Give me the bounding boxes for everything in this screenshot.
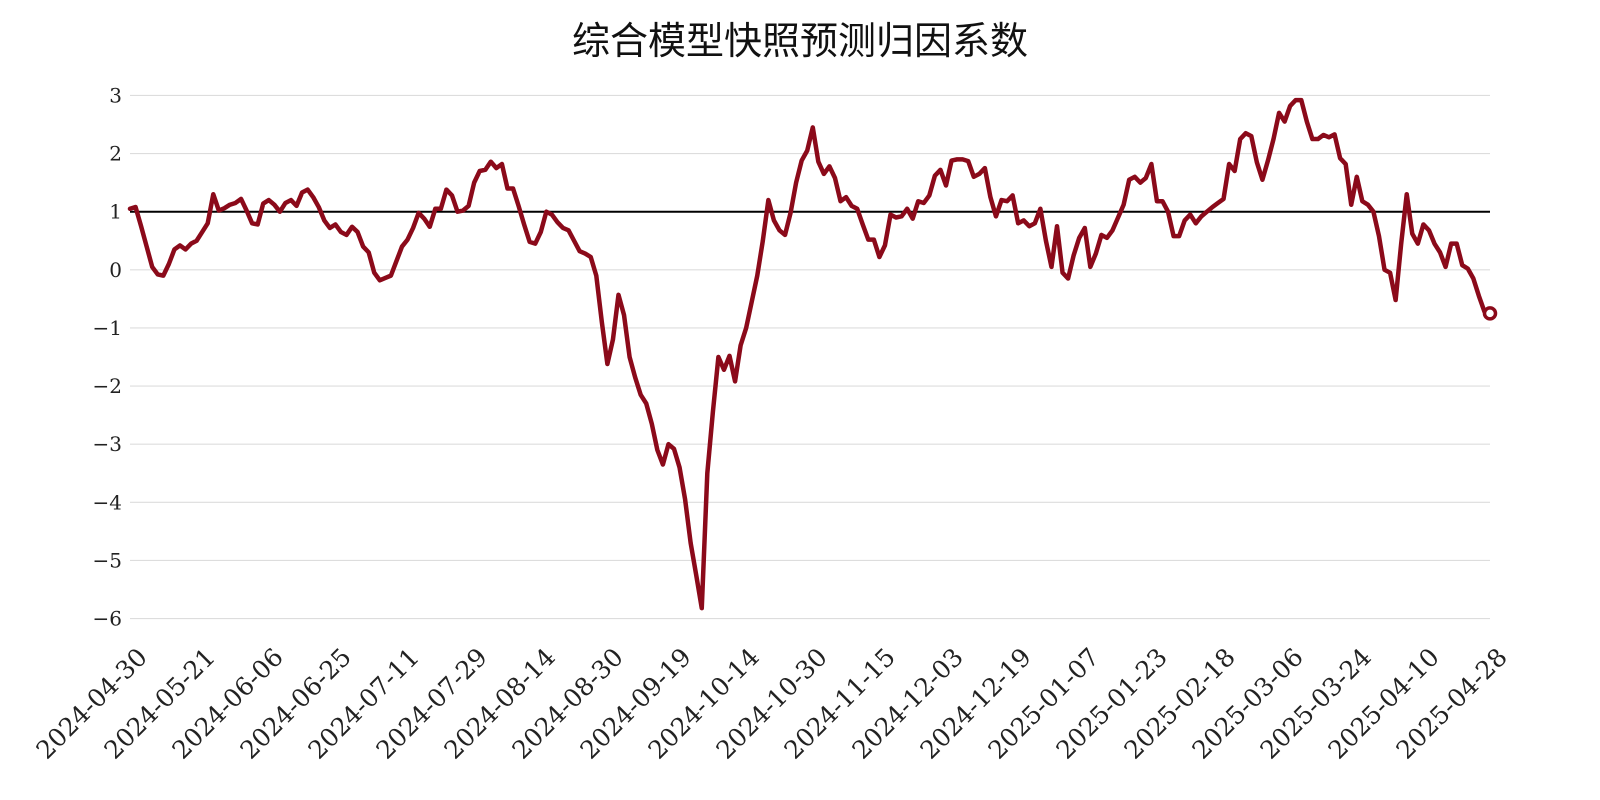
series-line [127, 97, 1493, 611]
y-tick-label: −1 [93, 316, 122, 340]
y-tick-label: 3 [109, 83, 122, 107]
x-axis: 2024-04-302024-05-212024-06-062024-06-25… [30, 642, 1512, 764]
y-tick-label: 0 [109, 258, 122, 282]
y-tick-label: 1 [109, 200, 122, 224]
y-axis: 3 2 1 0 −1 −2 −3 −4 −5 −6 [93, 83, 122, 630]
last-point-marker [1482, 306, 1498, 321]
y-tick-label: −3 [93, 432, 122, 456]
y-tick-label: −2 [93, 374, 122, 398]
series-group [127, 97, 1498, 611]
gridlines [130, 94, 1490, 620]
chart-title: 综合模型快照预测归因系数 [571, 19, 1028, 63]
y-tick-label: −5 [93, 548, 122, 572]
y-tick-label: −4 [93, 490, 122, 514]
y-tick-label: 2 [109, 142, 122, 166]
y-tick-label: −6 [93, 607, 122, 631]
